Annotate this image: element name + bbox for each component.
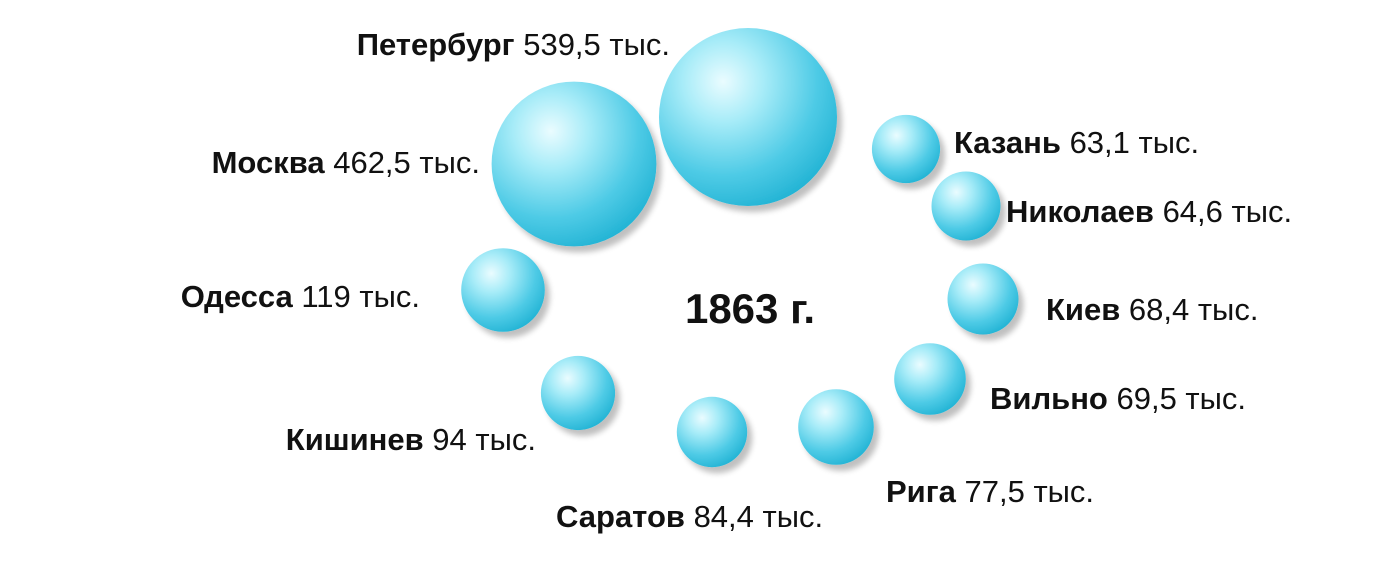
city-name: Казань — [954, 125, 1061, 160]
bubble-8 — [931, 171, 1001, 241]
city-name: Москва — [212, 145, 326, 180]
city-name: Николаев — [1006, 194, 1154, 229]
city-value: 84,4 тыс. — [685, 499, 823, 534]
city-value: 94 тыс. — [424, 422, 536, 457]
city-label-9: Казань 63,1 тыс. — [954, 125, 1199, 160]
city-label-3: Кишинев 94 тыс. — [286, 422, 536, 457]
city-value: 539,5 тыс. — [515, 27, 670, 62]
city-name: Петербург — [357, 27, 515, 62]
city-value: 77,5 тыс. — [956, 474, 1094, 509]
bubble-7 — [947, 263, 1019, 335]
chart-title: 1863 г. — [685, 285, 815, 332]
city-value: 68,4 тыс. — [1120, 292, 1258, 327]
bubble-5 — [798, 389, 874, 465]
bubble-4 — [676, 396, 748, 468]
city-value: 64,6 тыс. — [1154, 194, 1292, 229]
city-value: 462,5 тыс. — [325, 145, 480, 180]
labels-group: Петербург 539,5 тыс. Москва 462,5 тыс. Оде… — [181, 27, 1292, 534]
city-label-6: Вильно 69,5 тыс. — [990, 381, 1246, 416]
bubble-2 — [461, 248, 545, 332]
bubble-6 — [894, 343, 966, 415]
city-label-7: Киев 68,4 тыс. — [1046, 292, 1258, 327]
city-name: Одесса — [181, 279, 294, 314]
city-value: 69,5 тыс. — [1108, 381, 1246, 416]
city-value: 63,1 тыс. — [1061, 125, 1199, 160]
city-name: Саратов — [556, 499, 685, 534]
bubble-1 — [491, 81, 657, 247]
city-label-1: Москва 462,5 тыс. — [212, 145, 480, 180]
city-label-4: Саратов 84,4 тыс. — [556, 499, 823, 534]
city-name: Рига — [886, 474, 957, 509]
city-label-2: Одесса 119 тыс. — [181, 279, 420, 314]
city-name: Кишинев — [286, 422, 424, 457]
city-label-0: Петербург 539,5 тыс. — [357, 27, 670, 62]
city-name: Киев — [1046, 292, 1120, 327]
bubbles-group — [461, 28, 1019, 468]
city-label-8: Николаев 64,6 тыс. — [1006, 194, 1292, 229]
bubble-0 — [659, 28, 837, 206]
bubble-3 — [540, 355, 616, 431]
bubble-9 — [871, 114, 941, 184]
city-label-5: Рига 77,5 тыс. — [886, 474, 1094, 509]
city-name: Вильно — [990, 381, 1108, 416]
city-value: 119 тыс. — [293, 279, 420, 314]
